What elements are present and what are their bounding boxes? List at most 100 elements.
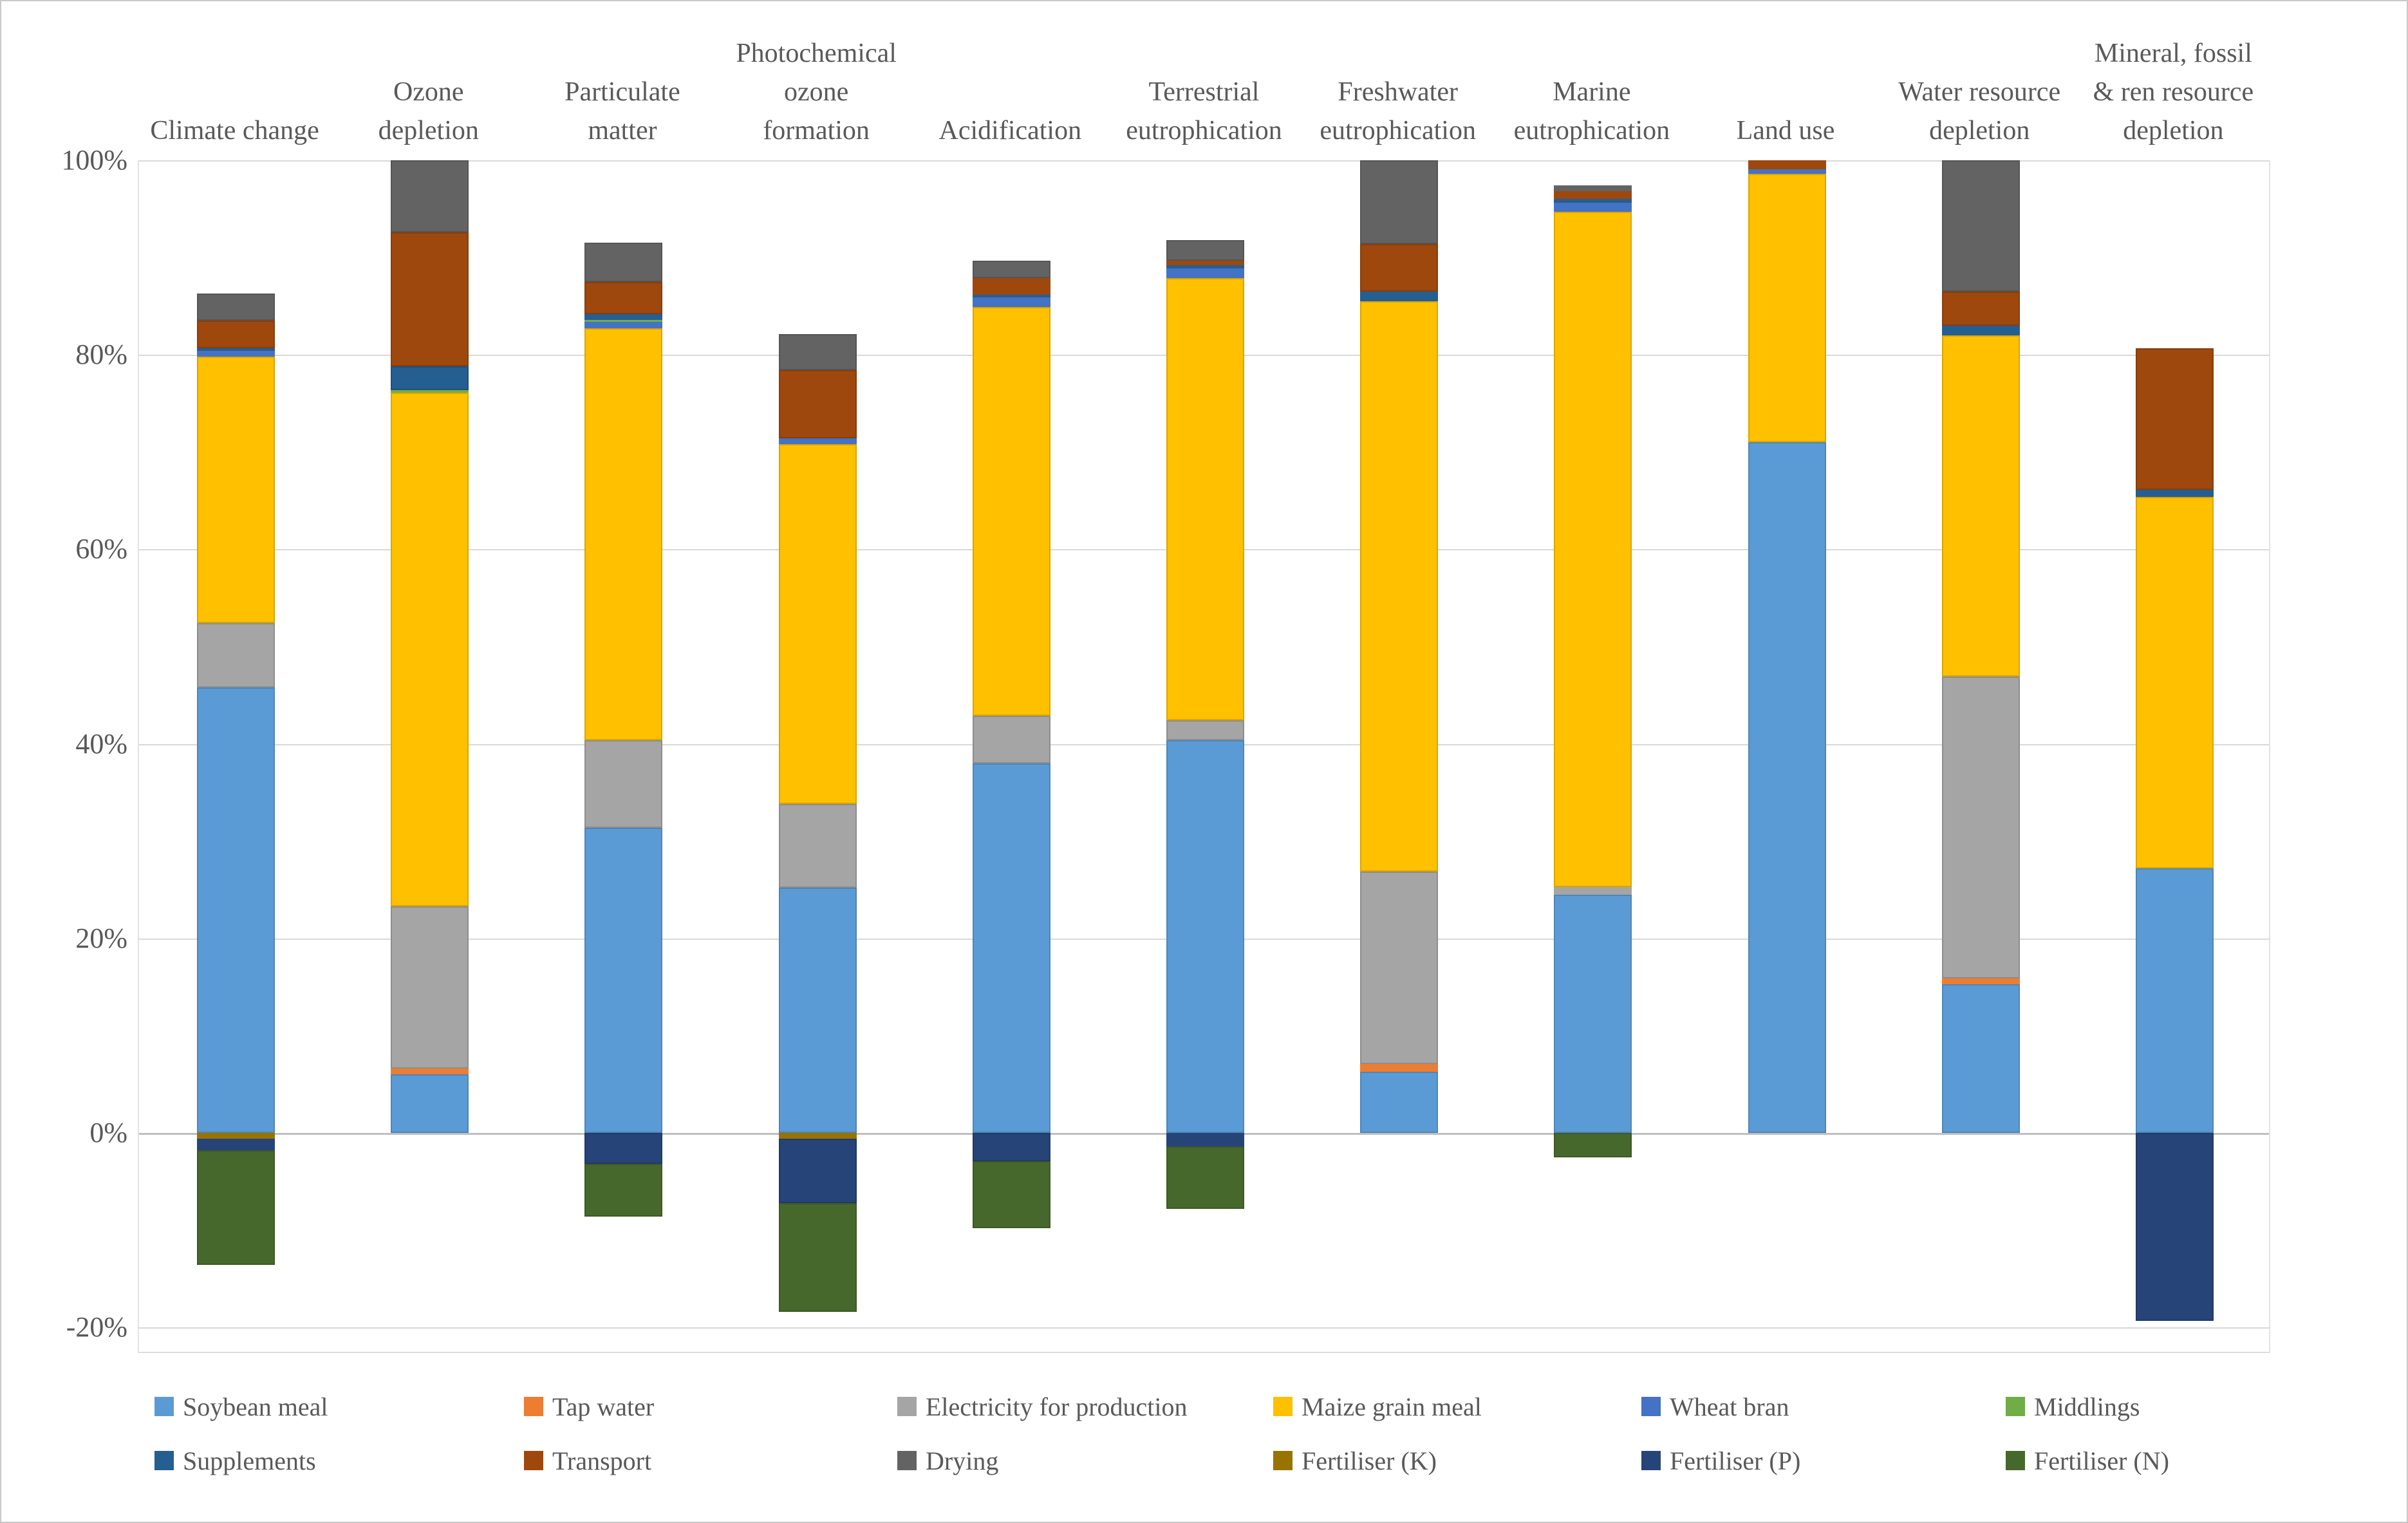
bar-segment-middlings-cat2	[391, 389, 469, 393]
category-label-line: Acidification	[938, 116, 1082, 145]
bar-segment-transport-cat2	[391, 232, 469, 367]
category-label-line: Marine	[1553, 77, 1631, 107]
bar-segment-soybean-meal-cat3	[584, 827, 663, 1133]
category-label-9: Land use	[1689, 111, 1882, 150]
bar-segment-drying-cat1	[197, 294, 275, 321]
bar-segment-soybean-meal-cat5	[972, 763, 1050, 1133]
legend-item-fertiliser-p: Fertiliser (P)	[1641, 1446, 1800, 1475]
legend-item-supplements: Supplements	[154, 1446, 316, 1475]
bar-segment-supplements-cat7	[1360, 291, 1439, 302]
category-label-2: Ozone depletion	[332, 73, 525, 150]
bar-segment-transport-cat5	[972, 277, 1050, 295]
category-label-line: Freshwater	[1338, 77, 1458, 107]
bar-segment-soybean-meal-cat7	[1360, 1071, 1439, 1133]
legend-item-electricity-for-production: Electricity for production	[897, 1392, 1188, 1421]
bar-segment-fertiliser-n-cat5	[972, 1161, 1050, 1229]
legend-item-transport: Transport	[524, 1446, 651, 1475]
bar-segment-wheat-bran-cat8	[1554, 203, 1632, 212]
bar-segment-maize-grain-meal-cat3	[584, 328, 663, 740]
y-tick-label-80: 80%	[75, 339, 127, 371]
legend-label-tap-water: Tap water	[552, 1392, 655, 1421]
y-tick-label-60: 60%	[75, 533, 127, 565]
legend-swatch-electricity-for-production	[897, 1397, 917, 1416]
legend-item-tap-water: Tap water	[524, 1392, 654, 1421]
legend-label-middlings: Middlings	[2034, 1392, 2140, 1421]
bar-segment-fertiliser-n-cat8	[1554, 1133, 1632, 1157]
bar-segment-maize-grain-meal-cat4	[778, 444, 857, 805]
bar-segment-drying-cat10	[1941, 160, 2020, 292]
bar-segment-drying-cat6	[1166, 239, 1244, 261]
legend-label-fertiliser-n: Fertiliser (N)	[2034, 1446, 2169, 1475]
category-label-line: Mineral, fossil	[2094, 39, 2252, 68]
bar-segment-middlings-cat3	[584, 319, 663, 322]
bar-segment-drying-cat4	[778, 334, 857, 371]
category-label-6: Terrestrial eutrophication	[1108, 73, 1301, 150]
bar-segment-supplements-cat5	[972, 294, 1050, 298]
plot-area	[138, 160, 2270, 1353]
legend-swatch-fertiliser-p	[1641, 1451, 1661, 1470]
bar-segment-soybean-meal-cat10	[1941, 984, 2020, 1133]
category-label-line: eutrophication	[1320, 116, 1476, 145]
bar-segment-wheat-bran-cat4	[778, 438, 857, 445]
bar-segment-soybean-meal-cat2	[391, 1074, 469, 1133]
bar-segment-wheat-bran-cat1	[197, 351, 275, 357]
category-label-1: Climate change	[138, 111, 331, 150]
bar-segment-transport-cat10	[1941, 291, 2020, 326]
bar-segment-electricity-for-production-cat4	[778, 804, 857, 888]
category-label-line: Particulate	[565, 77, 680, 107]
legend-swatch-drying	[897, 1451, 917, 1470]
category-label-8: Marine eutrophication	[1495, 73, 1688, 150]
y-tick-label-20: 20%	[75, 922, 127, 954]
category-label-line: Photochemical	[736, 39, 897, 68]
bar-segment-fertiliser-n-cat1	[197, 1150, 275, 1266]
bar-segment-tap-water-cat10	[1941, 978, 2020, 984]
category-label-7: Freshwater eutrophication	[1302, 73, 1495, 150]
category-label-line: ozone	[783, 77, 849, 107]
bar-segment-soybean-meal-cat6	[1166, 740, 1244, 1133]
category-label-10: Water resource depletion	[1883, 73, 2076, 150]
category-label-3: Particulate matter	[526, 73, 719, 150]
bar-segment-wheat-bran-cat6	[1166, 268, 1244, 278]
bar-segment-electricity-for-production-cat1	[197, 623, 275, 687]
legend-label-maize-grain-meal: Maize grain meal	[1302, 1392, 1482, 1421]
bar-segment-maize-grain-meal-cat11	[2135, 496, 2214, 868]
y-tick-label--20: -20%	[66, 1311, 127, 1343]
bar-segment-drying-cat3	[584, 243, 663, 282]
bar-segment-drying-cat2	[391, 160, 469, 232]
bar-segment-supplements-cat6	[1166, 265, 1244, 268]
legend-label-supplements: Supplements	[183, 1446, 316, 1475]
bar-segment-transport-cat3	[584, 281, 663, 314]
bar-segment-maize-grain-meal-cat2	[391, 393, 469, 906]
category-label-line: & ren resource	[2093, 77, 2254, 107]
category-label-line: Terrestrial	[1148, 77, 1260, 107]
bar-segment-electricity-for-production-cat5	[972, 715, 1050, 763]
bar-segment-maize-grain-meal-cat10	[1941, 335, 2020, 677]
y-tick-label-40: 40%	[75, 727, 127, 760]
category-label-line: Ozone	[393, 77, 464, 107]
legend-label-wheat-bran: Wheat bran	[1670, 1392, 1789, 1421]
legend-swatch-supplements	[154, 1451, 174, 1470]
legend-item-soybean-meal: Soybean meal	[154, 1392, 328, 1421]
bar-segment-fertiliser-p-cat3	[584, 1133, 663, 1164]
bar-segment-soybean-meal-cat9	[1748, 442, 1826, 1133]
category-label-line: depletion	[1929, 116, 2030, 145]
bar-segment-tap-water-cat2	[391, 1069, 469, 1075]
legend-label-fertiliser-k: Fertiliser (K)	[1302, 1446, 1437, 1475]
bar-segment-wheat-bran-cat3	[584, 321, 663, 329]
y-tick-label-0: 0%	[89, 1117, 127, 1148]
gridline-100	[139, 160, 2269, 162]
bar-segment-supplements-cat1	[197, 348, 275, 351]
bar-segment-fertiliser-n-cat4	[778, 1202, 857, 1312]
legend-swatch-transport	[524, 1451, 543, 1470]
category-label-11: Mineral, fossil & ren resource depletion	[2077, 34, 2270, 150]
category-label-line: eutrophication	[1513, 116, 1670, 145]
bar-segment-tap-water-cat7	[1360, 1063, 1439, 1072]
legend-item-maize-grain-meal: Maize grain meal	[1273, 1392, 1482, 1421]
category-label-line: depletion	[2123, 116, 2224, 145]
bar-segment-supplements-cat8	[1554, 199, 1632, 203]
bar-segment-soybean-meal-cat8	[1554, 894, 1632, 1133]
legend-swatch-tap-water	[524, 1397, 543, 1416]
category-label-line: Water resource	[1898, 77, 2061, 107]
bar-segment-maize-grain-meal-cat1	[197, 357, 275, 624]
